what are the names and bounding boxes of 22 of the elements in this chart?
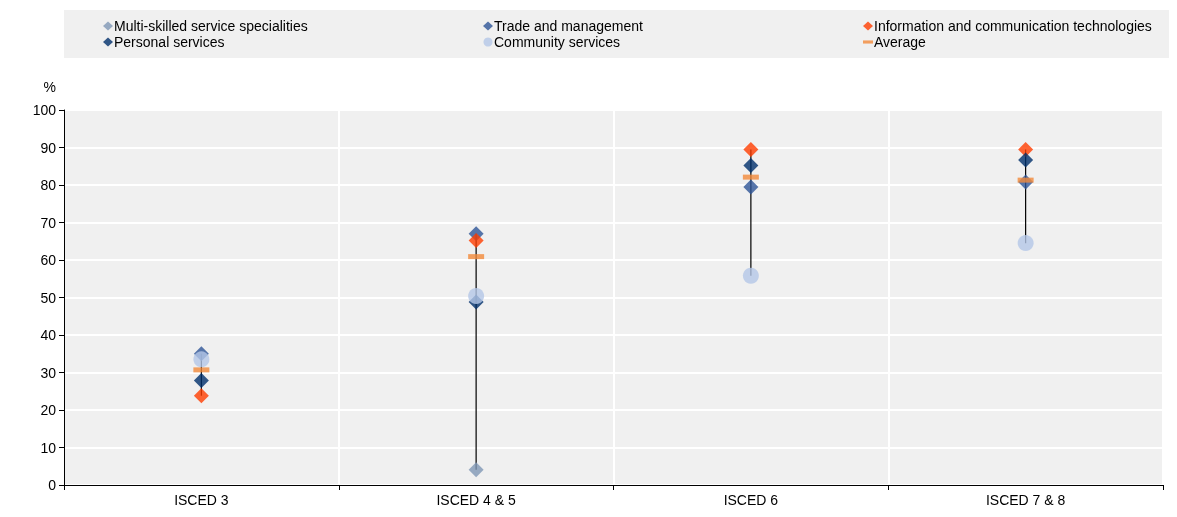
legend-label: Multi-skilled service specialities	[114, 18, 308, 34]
x-tick-label: ISCED 7 & 8	[985, 492, 1066, 508]
x-tick-label: ISCED 3	[174, 492, 229, 508]
legend-label: Trade and management	[494, 18, 644, 34]
x-tick-label: ISCED 6	[723, 492, 779, 508]
legend-label: Information and communication technologies	[874, 18, 1152, 34]
y-tick-label: 80	[40, 177, 57, 193]
y-tick-label: 90	[40, 139, 57, 156]
legend-label: Average	[874, 34, 927, 50]
legend-label: Personal services	[114, 34, 225, 50]
y-tick-label: 30	[40, 364, 57, 381]
y-tick-label: 20	[40, 402, 57, 418]
y-tick-label: 70	[40, 214, 57, 231]
y-tick-label: 100	[32, 102, 57, 118]
y-tick-label: 40	[40, 327, 57, 343]
y-tick-label: 60	[40, 252, 57, 268]
y-tick-label: 0	[48, 477, 57, 493]
y-tick-label: 10	[40, 439, 57, 456]
y-tick-label: 50	[40, 289, 57, 306]
x-tick-label: ISCED 4 & 5	[436, 492, 517, 508]
legend-label: Community services	[494, 34, 621, 50]
y-axis-title: %	[43, 79, 56, 95]
